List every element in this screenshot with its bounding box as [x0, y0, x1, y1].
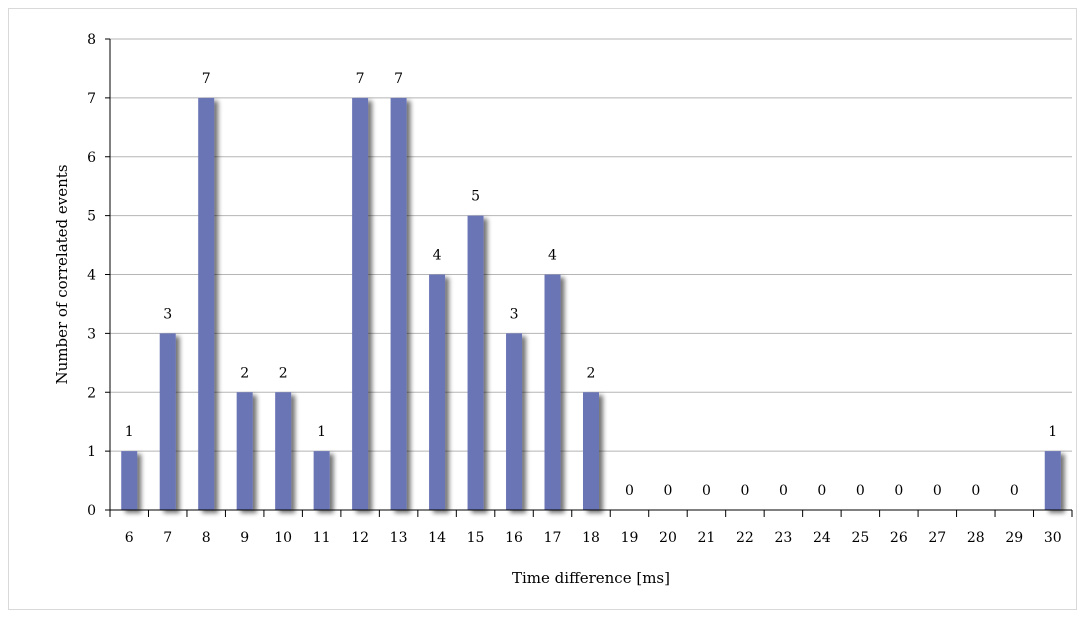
data-label: 4: [548, 248, 557, 264]
x-tick-label: 16: [505, 530, 523, 546]
data-label: 0: [894, 483, 903, 499]
x-tick-label: 19: [621, 530, 639, 546]
data-label: 1: [317, 424, 326, 440]
x-tick-label: 28: [967, 530, 985, 546]
data-label: 7: [394, 71, 403, 87]
bar: [506, 333, 523, 510]
x-tick-label: 30: [1044, 530, 1062, 546]
x-tick-label: 6: [125, 530, 134, 546]
data-label: 0: [663, 483, 672, 499]
bar: [159, 333, 176, 510]
bar: [583, 392, 599, 510]
bars: [121, 97, 1061, 510]
data-label: 2: [240, 365, 249, 381]
y-tick-label: 5: [87, 209, 96, 225]
bar: [121, 451, 138, 510]
x-tick-label: 14: [428, 530, 446, 546]
data-label: 0: [971, 483, 980, 499]
x-tick-label: 18: [582, 530, 600, 546]
data-label: 7: [202, 71, 211, 87]
gridlines: [110, 38, 1072, 452]
x-tick-label: 11: [313, 530, 331, 546]
x-tick-label: 25: [851, 530, 869, 546]
x-tick-label: 21: [698, 530, 716, 546]
y-tick-label: 8: [87, 32, 96, 48]
y-axis-title: Number of correlated events: [53, 164, 71, 384]
bar: [544, 274, 561, 510]
bar: [467, 215, 484, 510]
y-tick-label: 4: [87, 268, 96, 284]
x-tick-label: 26: [890, 530, 908, 546]
x-tick-label: 9: [240, 530, 249, 546]
x-tick-labels: 6 7 8 9 10 11 12 13 14 15 16 17 18 19 20 21 22 23 24 25 26 27…: [125, 530, 1062, 546]
data-label: 4: [433, 248, 442, 264]
x-tick-label: 27: [928, 530, 946, 546]
bar: [275, 392, 292, 510]
data-label: 0: [625, 483, 634, 499]
bar: [236, 392, 253, 510]
data-label: 0: [702, 483, 711, 499]
y-tick-label: 7: [87, 91, 96, 107]
bar: [390, 97, 407, 510]
data-labels: 1 3 7 2 2 1 7 7 4 5 3 4 2 0 0 0 0 0 0 0 0 0 0 0 1: [125, 71, 1057, 499]
bar: [198, 97, 215, 510]
x-tick-label: 15: [467, 530, 485, 546]
bar: [313, 451, 330, 510]
x-tick-label: 13: [390, 530, 408, 546]
data-label: 7: [356, 71, 365, 87]
data-label: 1: [125, 424, 134, 440]
y-tick-label: 1: [87, 444, 96, 460]
data-label: 2: [587, 365, 596, 381]
x-axis-title: Time difference [ms]: [512, 569, 670, 587]
data-label: 0: [740, 483, 749, 499]
data-label: 0: [856, 483, 865, 499]
bar: [352, 97, 369, 510]
y-tick-labels: 0 1 2 3 4 5 6 7 8: [87, 32, 96, 519]
x-tick-label: 12: [351, 530, 369, 546]
data-label: 0: [817, 483, 826, 499]
x-tick-label: 29: [1005, 530, 1023, 546]
x-tick-label: 17: [544, 530, 562, 546]
data-label: 3: [510, 306, 519, 322]
data-label: 0: [779, 483, 788, 499]
data-label: 1: [1048, 424, 1057, 440]
bar: [429, 274, 446, 510]
x-tick-label: 20: [659, 530, 677, 546]
x-tick-label: 10: [274, 530, 292, 546]
data-label: 0: [933, 483, 942, 499]
y-tick-label: 6: [87, 150, 96, 166]
data-label: 2: [279, 365, 288, 381]
x-tick-label: 24: [813, 530, 831, 546]
y-tick-label: 2: [87, 385, 96, 401]
data-label: 3: [163, 306, 172, 322]
data-label: 0: [1010, 483, 1019, 499]
y-tick-label: 0: [87, 503, 96, 519]
x-tick-label: 7: [163, 530, 172, 546]
bar: [1044, 451, 1061, 510]
x-tick-label: 8: [202, 530, 211, 546]
axes: [105, 38, 1073, 517]
x-tick-label: 22: [736, 530, 754, 546]
y-tick-label: 3: [87, 326, 96, 342]
data-label: 5: [471, 189, 480, 205]
x-tick-label: 23: [774, 530, 792, 546]
